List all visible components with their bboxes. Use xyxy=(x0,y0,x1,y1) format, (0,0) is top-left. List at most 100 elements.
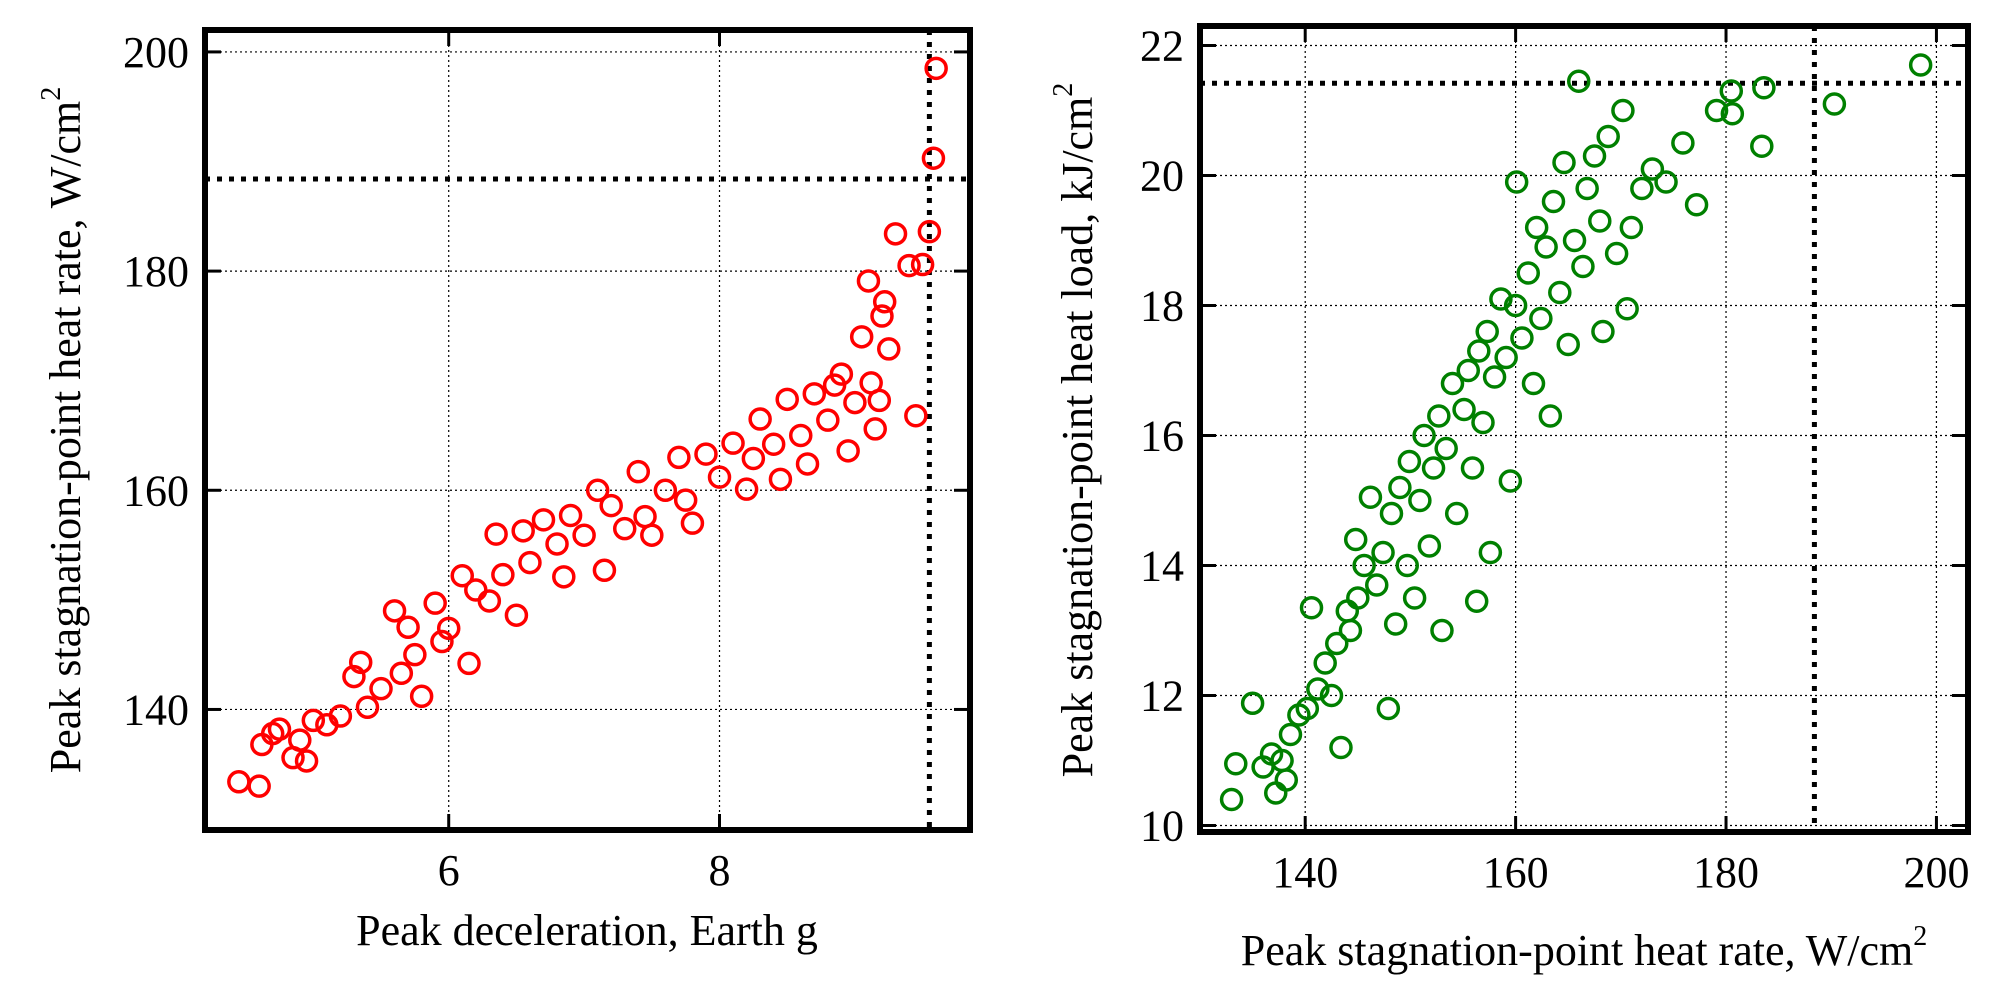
left-data-point xyxy=(511,519,535,543)
right-data-point xyxy=(1274,768,1299,792)
left-data-point xyxy=(883,222,908,246)
right-data-point xyxy=(1615,297,1639,321)
left-data-point xyxy=(877,337,901,361)
left-plot-frame xyxy=(202,27,973,833)
right-data-point xyxy=(1588,209,1612,233)
left-data-point xyxy=(843,390,867,415)
right-data-point xyxy=(1299,596,1324,620)
left-data-point xyxy=(789,423,813,448)
right-data-point xyxy=(1552,150,1576,175)
left-data-point xyxy=(910,252,935,277)
right-data-point xyxy=(1504,170,1529,194)
left-data-point xyxy=(836,439,860,463)
left-data-point xyxy=(423,591,447,615)
left-data-point xyxy=(464,578,488,602)
right-data-point xyxy=(1750,134,1774,158)
right-data-point xyxy=(1619,215,1644,240)
left-data-point xyxy=(558,503,583,528)
right-data-point xyxy=(1295,696,1320,721)
right-y-tick-label: 10 xyxy=(1140,802,1184,851)
left-data-point xyxy=(768,467,793,492)
right-data-point xyxy=(1498,469,1523,493)
right-data-point xyxy=(1503,293,1528,318)
right-data-point xyxy=(1240,691,1265,716)
left-data-point xyxy=(518,550,542,575)
right-x-axis-label: Peak stagnation-point heat rate, W/cm2 xyxy=(1241,921,1927,975)
right-data-point xyxy=(1434,436,1458,461)
left-data-point xyxy=(430,629,454,654)
right-data-point xyxy=(1684,193,1709,217)
left-data-point xyxy=(734,477,759,501)
left-data-point xyxy=(409,684,434,709)
right-data-point xyxy=(1822,92,1847,116)
left-data-point xyxy=(795,452,820,476)
right-x-tick-label: 160 xyxy=(1483,848,1549,897)
right-data-point xyxy=(1524,215,1549,240)
right-data-point xyxy=(1440,371,1465,396)
right-data-point xyxy=(1224,752,1248,776)
right-data-point xyxy=(1510,326,1534,350)
right-data-point xyxy=(1421,456,1446,480)
right-data-point xyxy=(1575,176,1599,201)
left-y-tick-label: 140 xyxy=(123,685,189,734)
right-data-point xyxy=(1395,553,1420,578)
left-data-point xyxy=(816,408,840,432)
right-data-point xyxy=(1335,599,1360,623)
right-data-point xyxy=(1529,306,1553,331)
left-y-tick-label: 160 xyxy=(123,466,189,515)
left-y-axis-label-text: Peak stagnation-point heat rate, W/cm xyxy=(41,101,90,773)
right-data-point xyxy=(1219,787,1244,812)
left-data-point xyxy=(694,442,718,466)
right-data-point xyxy=(1427,404,1451,428)
left-data-point xyxy=(342,664,366,689)
left-data-point xyxy=(904,404,928,428)
left-data-point xyxy=(227,770,251,794)
right-data-point xyxy=(1278,722,1303,747)
left-data-point xyxy=(355,695,380,720)
left-data-point xyxy=(369,676,393,701)
left-data-point xyxy=(403,642,427,667)
right-scatter-points xyxy=(1219,53,1933,812)
left-data-point xyxy=(917,219,942,244)
left-data-point xyxy=(585,478,610,503)
right-data-point xyxy=(1611,98,1635,123)
left-data-point xyxy=(572,523,596,547)
left-data-point xyxy=(667,445,691,470)
right-y-tick-label: 16 xyxy=(1140,412,1184,461)
right-data-point xyxy=(1444,501,1469,526)
left-data-point xyxy=(484,522,508,546)
right-data-point xyxy=(1541,189,1566,214)
left-data-point xyxy=(267,717,292,741)
left-data-point xyxy=(872,290,897,314)
right-data-point xyxy=(1397,449,1422,474)
right-data-point xyxy=(1343,527,1368,552)
left-data-point xyxy=(741,446,766,471)
right-y-axis-label: Peak stagnation-point heat load, kJ/cm2 xyxy=(1048,83,1102,778)
right-data-point xyxy=(1313,651,1337,675)
left-data-point xyxy=(477,589,502,613)
right-data-point xyxy=(1364,573,1389,597)
right-data-point xyxy=(1319,683,1344,708)
left-data-point xyxy=(288,728,312,752)
right-data-point xyxy=(1582,144,1607,168)
right-data-point xyxy=(1338,618,1363,643)
left-data-point xyxy=(867,388,892,413)
right-x-tick-label: 200 xyxy=(1903,848,1969,897)
left-ticks: 6 8 140 160 180 200 xyxy=(123,28,970,895)
left-data-point xyxy=(294,749,319,773)
left-data-point xyxy=(612,516,637,541)
right-data-point xyxy=(1467,339,1491,363)
right-data-point xyxy=(1516,261,1540,285)
left-data-point xyxy=(450,564,475,588)
right-data-point xyxy=(1388,475,1412,500)
left-data-point xyxy=(457,651,481,676)
left-x-tick-label: 6 xyxy=(438,846,460,895)
right-data-point xyxy=(1376,696,1401,721)
right-data-point xyxy=(1548,280,1572,305)
left-data-point xyxy=(775,387,799,412)
left-data-point xyxy=(863,417,887,441)
right-y-tick-label: 12 xyxy=(1140,672,1184,721)
left-data-point xyxy=(748,407,772,431)
